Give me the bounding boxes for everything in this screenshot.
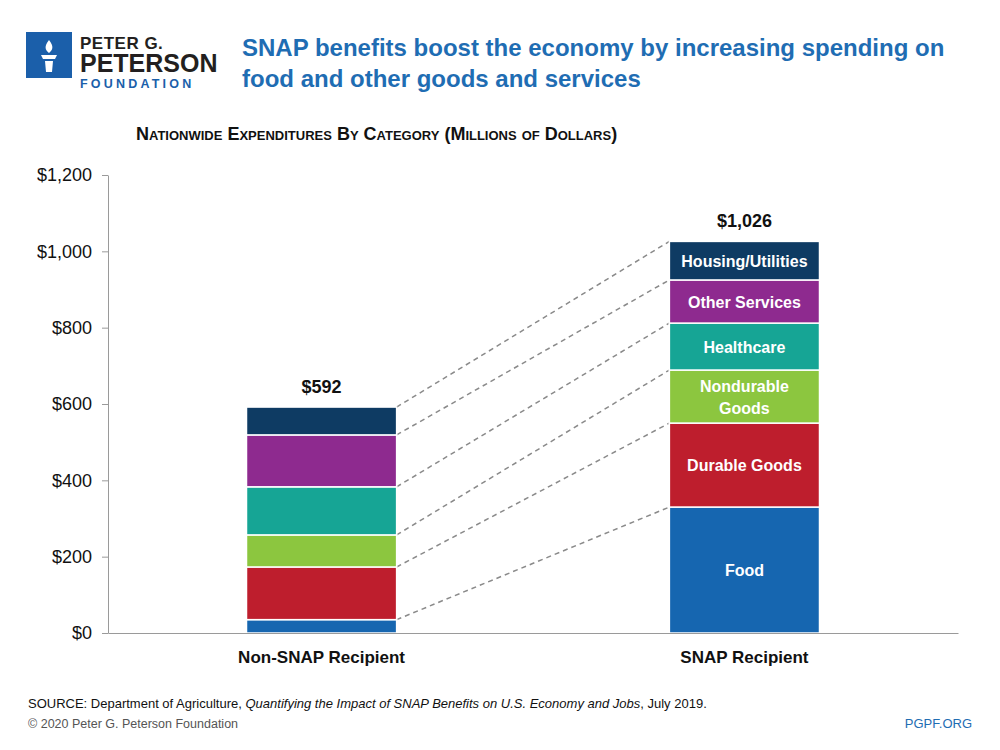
connector-line xyxy=(397,507,670,620)
bar-segment xyxy=(669,507,819,633)
y-tick-mark xyxy=(102,557,108,558)
chart-svg: PETER G.PETERSONFOUNDATION SNAP benefits … xyxy=(0,0,1000,750)
copyright: © 2020 Peter G. Peterson Foundation xyxy=(28,717,238,731)
y-tick-mark xyxy=(102,251,108,252)
y-tick: $800 xyxy=(52,318,108,338)
title: SNAP benefits boost the economy by incre… xyxy=(242,34,944,92)
logo-text: PETERSON xyxy=(80,49,218,77)
bar-segment xyxy=(246,407,396,435)
segment-label-line: Food xyxy=(725,562,764,579)
y-tick: $600 xyxy=(52,394,108,414)
bar-segment xyxy=(669,280,819,323)
bar-segment xyxy=(246,487,396,535)
y-tick: $0 xyxy=(72,623,108,643)
segment-label: Other Services xyxy=(688,293,801,310)
y-tick-mark xyxy=(102,480,108,481)
y-tick: $1,200 xyxy=(37,165,108,185)
logo-icon xyxy=(41,40,57,72)
bar-segment xyxy=(246,435,396,487)
segment-label-line: Nondurable xyxy=(700,377,789,394)
x-tick: SNAP Recipient xyxy=(680,633,809,667)
segment-label-line: Housing/Utilities xyxy=(681,252,807,269)
segment-label: Housing/Utilities xyxy=(681,252,807,269)
y-axis-line xyxy=(108,176,109,634)
segment-label: Healthcare xyxy=(704,338,786,355)
x-tick-label: SNAP Recipient xyxy=(680,648,809,667)
bar-segment xyxy=(246,620,396,633)
bar-segment xyxy=(669,241,819,280)
y-tick-label: $800 xyxy=(52,318,92,338)
bar-segment xyxy=(246,567,396,620)
segment-label: Nondurable Goods xyxy=(700,377,789,416)
segment-label-line: Durable Goods xyxy=(687,457,802,474)
connector-line xyxy=(397,323,670,487)
total-label: $592 xyxy=(302,377,342,397)
segment-label: Food xyxy=(725,562,764,579)
bar-segment xyxy=(669,370,819,423)
y-tick-label: $1,200 xyxy=(37,165,92,185)
bar-segment xyxy=(669,423,819,507)
y-tick-label: $400 xyxy=(52,471,92,491)
y-tick-mark xyxy=(102,175,108,176)
bar-segment xyxy=(669,323,819,370)
subtitle: Nationwide Expenditures By Category (Mil… xyxy=(136,124,617,144)
segment-labels: Food Durable Goods Nondurable Goods Healthca… xyxy=(681,252,807,578)
source-part: , July 2019. xyxy=(640,696,707,711)
y-tick-label: $600 xyxy=(52,394,92,414)
title-line: food and other goods and services xyxy=(242,65,641,92)
segment-label-line: Healthcare xyxy=(704,338,786,355)
logo-text: FOUNDATION xyxy=(80,77,194,91)
y-tick-label: $200 xyxy=(52,547,92,567)
connector-line xyxy=(397,280,670,435)
logo: PETER G.PETERSONFOUNDATION xyxy=(26,32,218,91)
y-tick-mark xyxy=(102,633,108,634)
source: SOURCE: Department of Agriculture, Quant… xyxy=(28,696,707,711)
x-tick-label: Non-SNAP Recipient xyxy=(238,648,405,667)
segment-label-line: Goods xyxy=(719,399,770,416)
logo-box xyxy=(26,32,72,78)
source-part: Quantifying the Impact of SNAP Benefits … xyxy=(245,696,640,711)
connector-line xyxy=(397,423,670,567)
plot-area xyxy=(246,241,819,633)
chart-container: PETER G.PETERSONFOUNDATION SNAP benefits … xyxy=(0,0,1000,750)
x-axis-line xyxy=(109,633,959,634)
segment-label-line: Other Services xyxy=(688,293,801,310)
y-tick: $200 xyxy=(52,547,108,567)
x-tick: Non-SNAP Recipient xyxy=(238,633,405,667)
x-axis: Non-SNAP Recipient SNAP Recipient xyxy=(109,633,959,667)
source-part: SOURCE: Department of Agriculture, xyxy=(28,696,245,711)
y-axis: $0 $200 $400 $600 $800 $1,000 $1,200 xyxy=(37,165,109,643)
y-tick-mark xyxy=(102,404,108,405)
connector-line xyxy=(397,370,670,535)
segment-label: Durable Goods xyxy=(687,457,802,474)
y-tick-label: $1,000 xyxy=(37,242,92,262)
connector-line xyxy=(397,241,670,407)
url: PGPF.ORG xyxy=(905,716,972,731)
y-tick: $400 xyxy=(52,471,108,491)
y-tick-mark xyxy=(102,328,108,329)
total-label: $1,026 xyxy=(717,211,772,231)
y-tick: $1,000 xyxy=(37,242,108,262)
title-line: SNAP benefits boost the economy by incre… xyxy=(242,34,944,61)
bar-segment xyxy=(246,535,396,567)
y-tick-label: $0 xyxy=(72,623,92,643)
